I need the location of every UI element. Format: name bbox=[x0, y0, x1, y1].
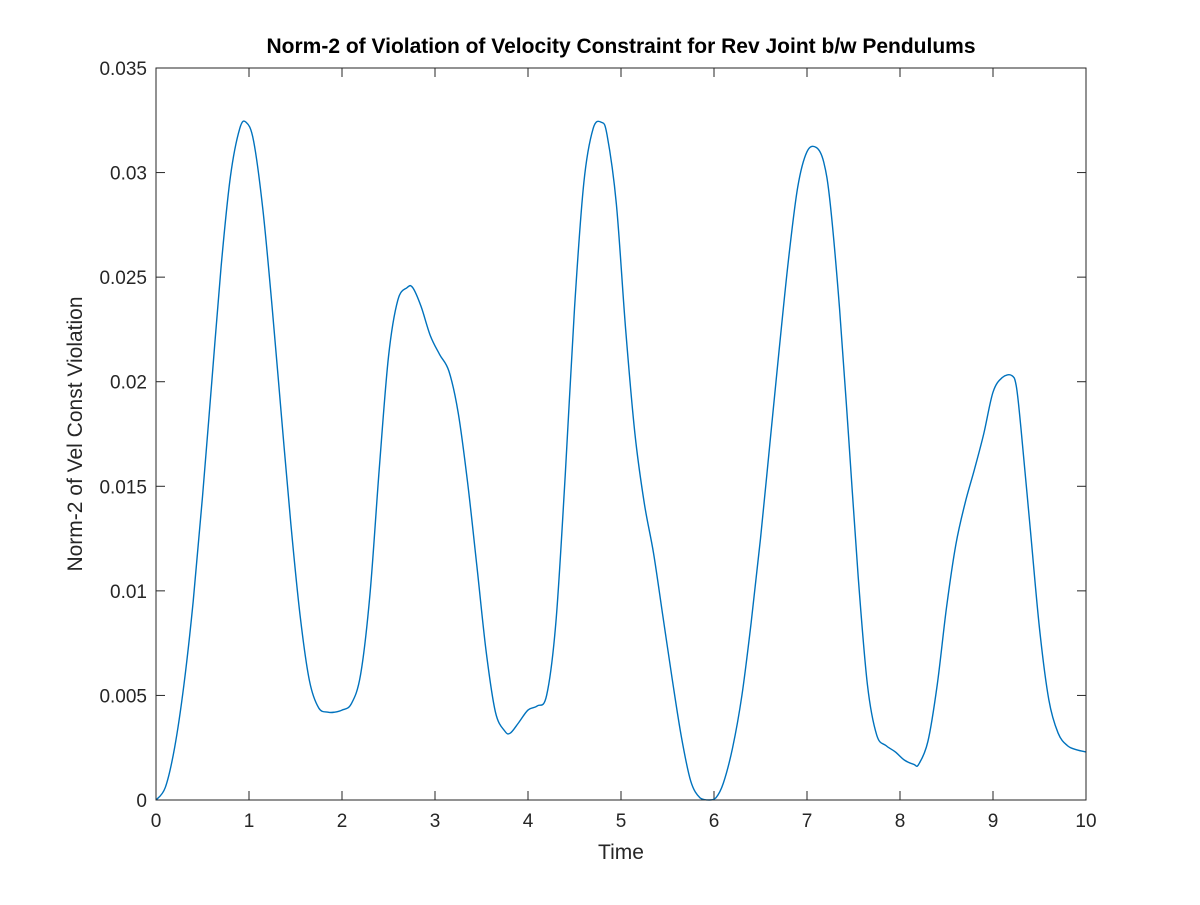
x-axis-label: Time bbox=[598, 841, 644, 864]
x-tick-label: 1 bbox=[244, 811, 255, 832]
plot-background bbox=[156, 68, 1086, 800]
x-tick-label: 10 bbox=[1075, 811, 1096, 832]
y-tick-label: 0.03 bbox=[110, 164, 147, 185]
x-tick-label: 2 bbox=[337, 811, 348, 832]
y-tick-label: 0.005 bbox=[99, 686, 147, 707]
x-tick-label: 8 bbox=[895, 811, 906, 832]
y-tick-label: 0.015 bbox=[99, 477, 147, 498]
x-tick-label: 6 bbox=[709, 811, 720, 832]
x-tick-label: 3 bbox=[430, 811, 441, 832]
x-tick-label: 5 bbox=[616, 811, 627, 832]
series-line bbox=[155, 120, 1087, 801]
y-tick-label: 0.01 bbox=[110, 582, 147, 603]
x-tick-labels: 0 1 2 3 4 5 6 7 8 9 10 bbox=[151, 811, 1097, 832]
y-tick-label: 0 bbox=[136, 791, 147, 812]
x-tick-label: 9 bbox=[988, 811, 999, 832]
y-tick-label: 0.035 bbox=[99, 59, 147, 80]
y-tick-labels: 0 0.005 0.01 0.015 0.02 0.025 0.03 0.035 bbox=[99, 59, 147, 812]
y-tick-label: 0.025 bbox=[99, 268, 147, 289]
x-tick-label: 0 bbox=[151, 811, 162, 832]
axes-box bbox=[155, 67, 1087, 801]
x-tick-label: 7 bbox=[802, 811, 813, 832]
x-tick-label: 4 bbox=[523, 811, 534, 832]
chart-title: Norm-2 of Violation of Velocity Constrai… bbox=[266, 35, 975, 58]
y-tick-label: 0.02 bbox=[110, 373, 147, 394]
y-axis-label: Norm-2 of Vel Const Violation bbox=[64, 296, 87, 571]
